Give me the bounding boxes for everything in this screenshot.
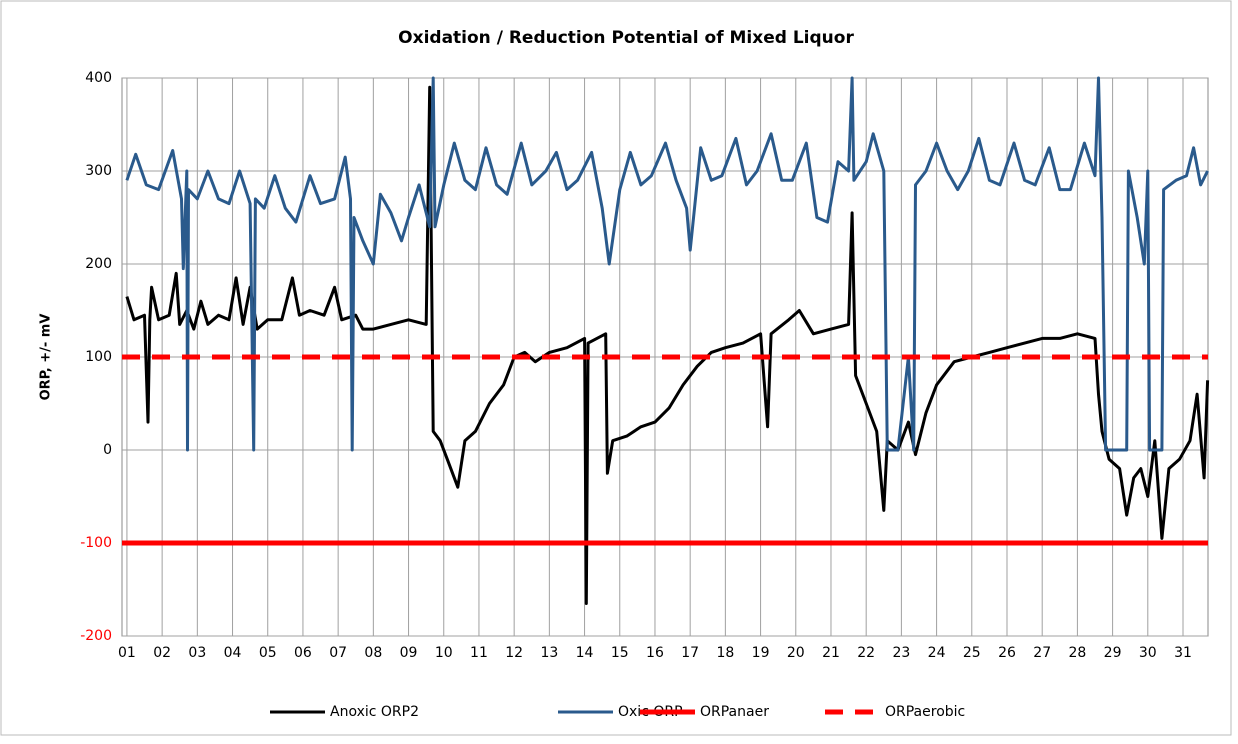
x-tick-label: 01 <box>118 645 136 661</box>
x-tick-label: 02 <box>153 645 171 661</box>
x-tick-label: 06 <box>294 645 312 661</box>
x-tick-label: 20 <box>787 645 805 661</box>
x-tick-label: 21 <box>822 645 840 661</box>
y-tick-label: -100 <box>80 535 112 551</box>
x-tick-label: 29 <box>1104 645 1122 661</box>
x-tick-label: 05 <box>259 645 277 661</box>
y-tick-label: 100 <box>85 349 112 365</box>
y-tick-label: 300 <box>85 163 112 179</box>
x-tick-label: 19 <box>752 645 770 661</box>
x-tick-label: 18 <box>716 645 734 661</box>
x-tick-label: 13 <box>540 645 558 661</box>
x-tick-label: 07 <box>329 645 347 661</box>
y-tick-label: -200 <box>80 628 112 644</box>
x-tick-label: 08 <box>364 645 382 661</box>
x-tick-label: 15 <box>611 645 629 661</box>
x-tick-label: 24 <box>928 645 946 661</box>
legend-label: ORPaerobic <box>885 704 965 720</box>
x-tick-label: 14 <box>576 645 594 661</box>
x-tick-label: 28 <box>1068 645 1086 661</box>
chart-title: Oxidation / Reduction Potential of Mixed… <box>398 28 854 48</box>
x-tick-label: 26 <box>998 645 1016 661</box>
x-tick-label: 23 <box>892 645 910 661</box>
x-tick-label: 17 <box>681 645 699 661</box>
x-tick-label: 03 <box>188 645 206 661</box>
x-tick-label: 22 <box>857 645 875 661</box>
legend-label: Anoxic ORP2 <box>330 704 419 720</box>
x-tick-label: 11 <box>470 645 488 661</box>
x-tick-label: 09 <box>400 645 418 661</box>
x-tick-label: 16 <box>646 645 664 661</box>
series-line <box>125 85 1210 605</box>
y-axis-label: ORP, +/- mV <box>39 314 54 401</box>
legend-label: ORPanaer <box>700 704 769 720</box>
y-tick-label: 400 <box>85 70 112 86</box>
x-tick-label: 04 <box>224 645 242 661</box>
x-tick-label: 30 <box>1139 645 1157 661</box>
x-tick-label: 12 <box>505 645 523 661</box>
x-tick-label: 27 <box>1033 645 1051 661</box>
y-tick-label: 0 <box>103 442 112 458</box>
x-tick-label: 10 <box>435 645 453 661</box>
y-tick-label: 200 <box>85 256 112 272</box>
x-tick-label: 31 <box>1174 645 1192 661</box>
series-line <box>125 76 1209 452</box>
x-tick-label: 25 <box>963 645 981 661</box>
